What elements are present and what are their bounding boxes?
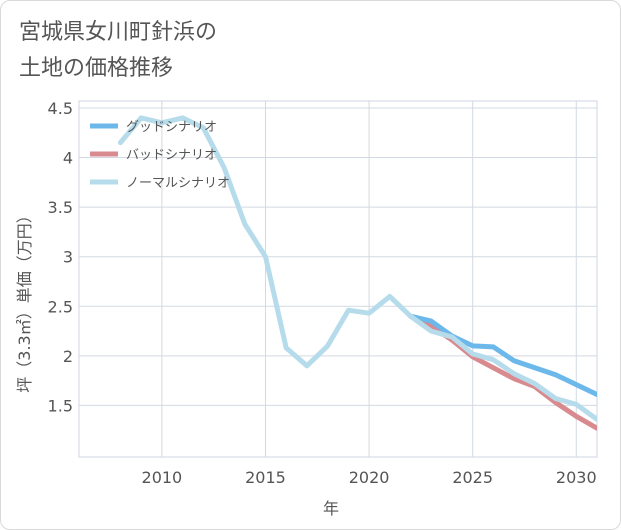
x-tick-labels: 2010 2015 2020 2025 2030 <box>142 468 597 487</box>
y-tick-label-3: 3 <box>63 248 73 267</box>
y-tick-labels: 1.5 2 2.5 3 3.5 4 4.5 <box>48 99 73 415</box>
x-tick-label-2015: 2015 <box>245 468 286 487</box>
x-tick-label-2020: 2020 <box>349 468 390 487</box>
chart-title-line2: 土地の価格推移 <box>19 56 174 81</box>
legend-label-2: ノーマルシナリオ <box>126 176 230 191</box>
plot-area <box>78 100 598 458</box>
legend-label-1: バッドシナリオ <box>126 148 217 163</box>
y-tick-label-2: 2 <box>63 347 73 366</box>
series-lines <box>117 115 597 431</box>
series-line-2 <box>117 115 597 422</box>
series-line-0 <box>408 313 597 397</box>
legend-label-0: グッドシナリオ <box>126 120 217 135</box>
x-tick-label-2025: 2025 <box>452 468 493 487</box>
y-tick-label-2.5: 2.5 <box>48 297 73 316</box>
chart-title: 宮城県女川町針浜の 土地の価格推移 <box>19 15 217 87</box>
y-tick-label-1.5: 1.5 <box>48 396 73 415</box>
y-tick-label-3.5: 3.5 <box>48 198 73 217</box>
x-axis-title: 年 <box>323 499 339 518</box>
x-tick-label-2030: 2030 <box>556 468 597 487</box>
y-tick-label-4: 4 <box>63 149 73 168</box>
x-tick-label-2010: 2010 <box>142 468 183 487</box>
chart-title-line1: 宮城県女川町針浜の <box>19 20 218 45</box>
y-tick-label-4.5: 4.5 <box>48 99 73 118</box>
y-axis-title: 坪（3.3㎡）単価（万円） <box>15 207 34 392</box>
